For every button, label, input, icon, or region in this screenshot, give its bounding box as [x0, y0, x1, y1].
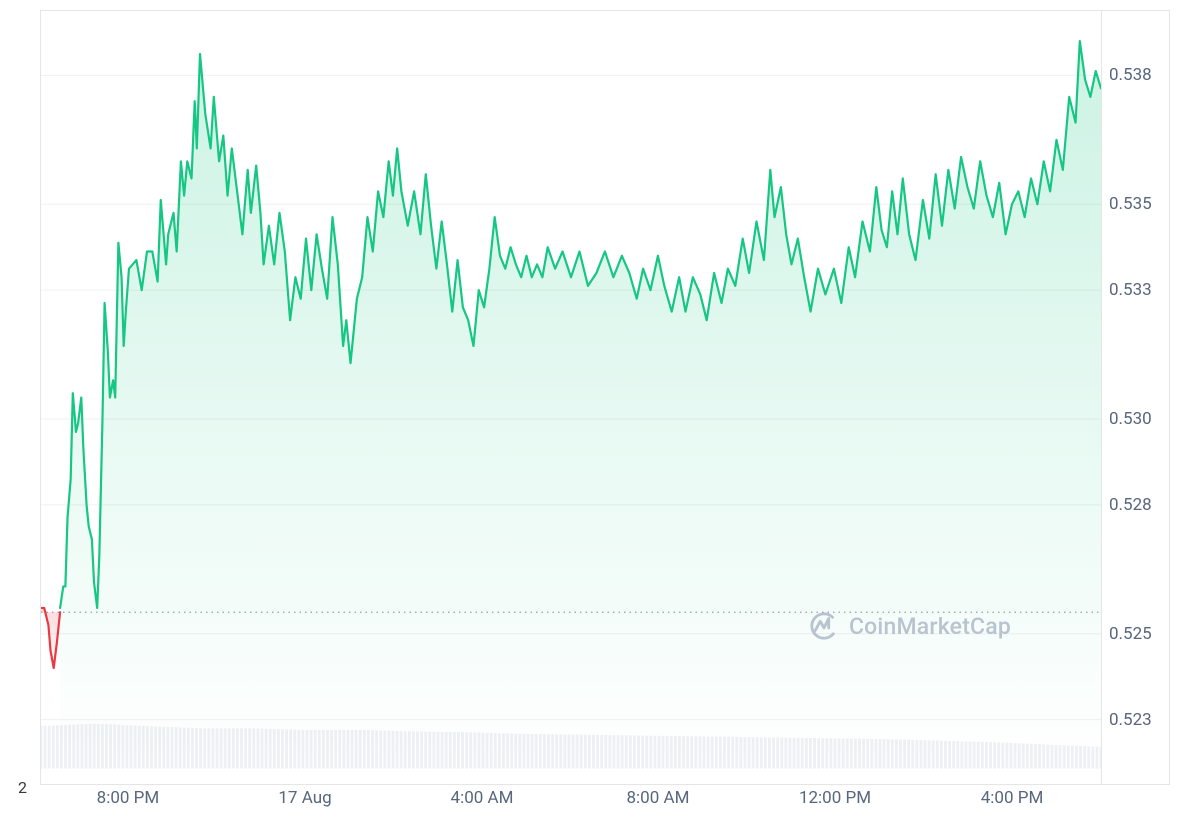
x-tick-label: 17 Aug	[278, 788, 331, 808]
x-tick-label: 8:00 AM	[627, 788, 690, 808]
x-axis: 8:00 PM 17 Aug 4:00 AM 8:00 AM 12:00 PM 4:00 …	[40, 788, 1100, 818]
y-tick-label: 0.525	[1109, 624, 1152, 644]
coinmarketcap-logo-icon	[809, 611, 839, 641]
y-axis: 0.523 0.525 0.528 0.530 0.533 0.535 0.538	[1101, 11, 1169, 784]
price-line	[41, 11, 1101, 784]
price-chart[interactable]: CoinMarketCap 0.5230.5250.5280.5300.5330…	[40, 10, 1170, 785]
y-tick-label: 0.538	[1109, 65, 1152, 85]
y-tick-label: 0.528	[1109, 495, 1152, 515]
y-tick-label: 0.523	[1109, 710, 1152, 730]
y-tick-label: 0.533	[1109, 280, 1152, 300]
y-tick-label: 0.535	[1109, 194, 1152, 214]
x-tick-label: 4:00 AM	[451, 788, 514, 808]
plot-area[interactable]: CoinMarketCap	[41, 11, 1102, 784]
x-tick-label: 12:00 PM	[799, 788, 871, 808]
watermark-text: CoinMarketCap	[849, 613, 1011, 640]
x-tick-label: 4:00 PM	[981, 788, 1044, 808]
x-tick-label: 8:00 PM	[97, 788, 160, 808]
y-tick-label: 0.530	[1109, 409, 1152, 429]
footnote: 2	[18, 778, 27, 797]
watermark: CoinMarketCap	[809, 611, 1011, 641]
